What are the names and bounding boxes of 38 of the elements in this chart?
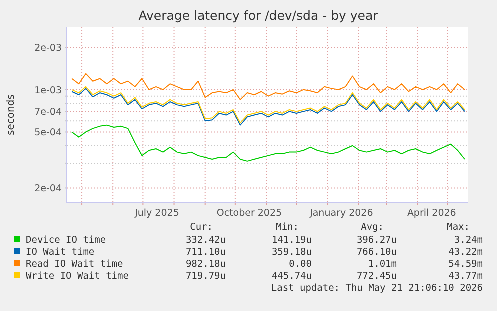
legend-label: IO Wait time (26, 247, 95, 258)
text: 43.22m (448, 247, 484, 258)
line-series (72, 73, 466, 100)
legend-label: Read IO Wait time (26, 259, 124, 270)
text: 0.00 (289, 259, 312, 270)
text: Min: (276, 222, 299, 233)
text: 141.19u (272, 235, 312, 246)
text: 711.10u (186, 247, 226, 258)
text: 766.10u (356, 247, 397, 258)
text: 359.18u (272, 247, 312, 258)
y-axis-title: seconds (6, 94, 17, 136)
text: 332.42u (186, 235, 226, 246)
text: 445.74u (272, 271, 312, 282)
text: 1.01m (368, 259, 398, 270)
x-tick-label: April 2026 (407, 208, 456, 219)
chart-title: Average latency for /dev/sda - by year (138, 8, 380, 23)
text: 54.59m (448, 259, 484, 270)
text: 43.77m (448, 271, 484, 282)
text: 982.18u (186, 259, 226, 270)
text: Avg: (361, 222, 384, 233)
y-tick-label: 2e-03 (34, 43, 62, 54)
y-tick-label: 5e-04 (34, 128, 62, 139)
y-tick-label: 7e-04 (34, 107, 62, 118)
legend-label: Write IO Wait time (26, 271, 130, 282)
text: 719.79u (186, 271, 226, 282)
x-tick-label: January 2026 (309, 208, 374, 219)
text: 3.24m (454, 235, 484, 246)
text: 772.45u (356, 271, 397, 282)
text: Last update: Thu May 21 21:06:10 2026 (271, 283, 484, 294)
text: 396.27u (356, 235, 397, 246)
y-tick-label: 1e-03 (34, 85, 62, 96)
legend-label: Device IO time (26, 235, 106, 246)
y-tick-label: 2e-04 (34, 184, 62, 195)
text: Cur: (190, 222, 213, 233)
x-tick-label: July 2025 (134, 208, 180, 219)
text: Max: (447, 222, 470, 233)
line-series (72, 124, 466, 162)
x-tick-label: October 2025 (216, 208, 282, 219)
